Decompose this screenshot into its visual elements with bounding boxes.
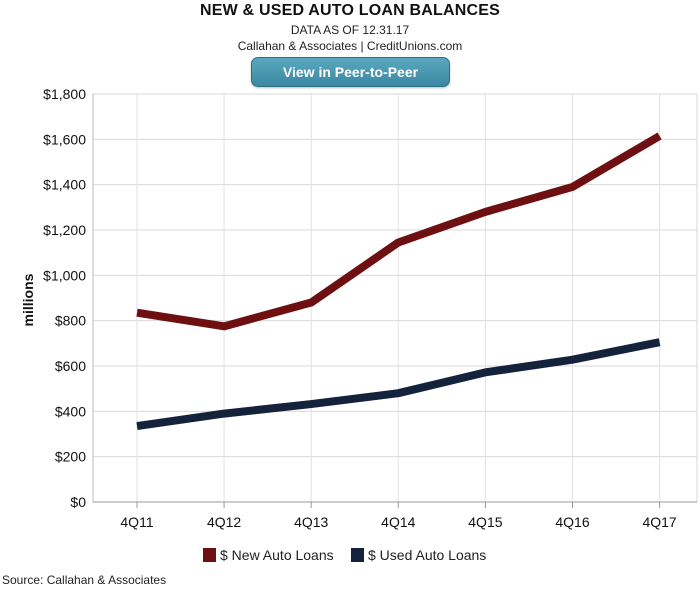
legend-label[interactable]: $ Used Auto Loans xyxy=(368,547,486,563)
x-tick-label: 4Q14 xyxy=(381,514,415,530)
y-tick-label: $1,600 xyxy=(43,131,86,147)
y-tick-label: $1,400 xyxy=(43,177,86,193)
y-tick-label: $800 xyxy=(55,313,86,329)
view-in-peer-to-peer-button[interactable]: View in Peer-to-Peer xyxy=(251,57,450,87)
chart-date-subtitle: DATA AS OF 12.31.17 xyxy=(290,23,410,37)
x-tick-label: 4Q12 xyxy=(207,514,241,530)
y-tick-label: $200 xyxy=(55,449,86,465)
x-tick-label: 4Q15 xyxy=(468,514,502,530)
legend-swatch xyxy=(203,548,216,562)
y-tick-label: $600 xyxy=(55,358,86,374)
y-tick-label: $400 xyxy=(55,403,86,419)
series-line-new-auto-loans xyxy=(136,132,662,331)
x-tick-label: 4Q13 xyxy=(294,514,328,530)
y-tick-label: $0 xyxy=(70,494,86,510)
y-tick-label: $1,200 xyxy=(43,222,86,238)
grid-lines xyxy=(93,93,697,502)
axes xyxy=(92,94,698,508)
y-tick-label: $1,000 xyxy=(43,267,86,283)
y-tick-labels: $0 $200 $400 $600 $800 $1,000 $1,200 $1,400 $1,6… xyxy=(43,86,86,510)
series-lines xyxy=(136,132,662,431)
chart-credit-subtitle: Callahan & Associates | CreditUnions.com xyxy=(237,39,463,53)
source-note: Source: Callahan & Associates xyxy=(2,573,167,587)
legend: $ New Auto Loans $ Used Auto Loans xyxy=(203,547,486,563)
y-tick-label: $1,800 xyxy=(43,86,86,102)
chart-title: NEW & USED AUTO LOAN BALANCES xyxy=(199,2,501,19)
x-tick-label: 4Q11 xyxy=(120,514,153,530)
series-line-used-auto-loans xyxy=(136,338,661,431)
legend-swatch xyxy=(351,548,364,562)
x-tick-label: 4Q17 xyxy=(642,514,676,530)
x-tick-labels: 4Q11 4Q12 4Q13 4Q14 4Q15 4Q16 4Q17 xyxy=(120,514,677,530)
legend-label[interactable]: $ New Auto Loans xyxy=(220,547,334,563)
x-tick-label: 4Q16 xyxy=(555,514,589,530)
y-axis-label: millions xyxy=(20,273,36,326)
